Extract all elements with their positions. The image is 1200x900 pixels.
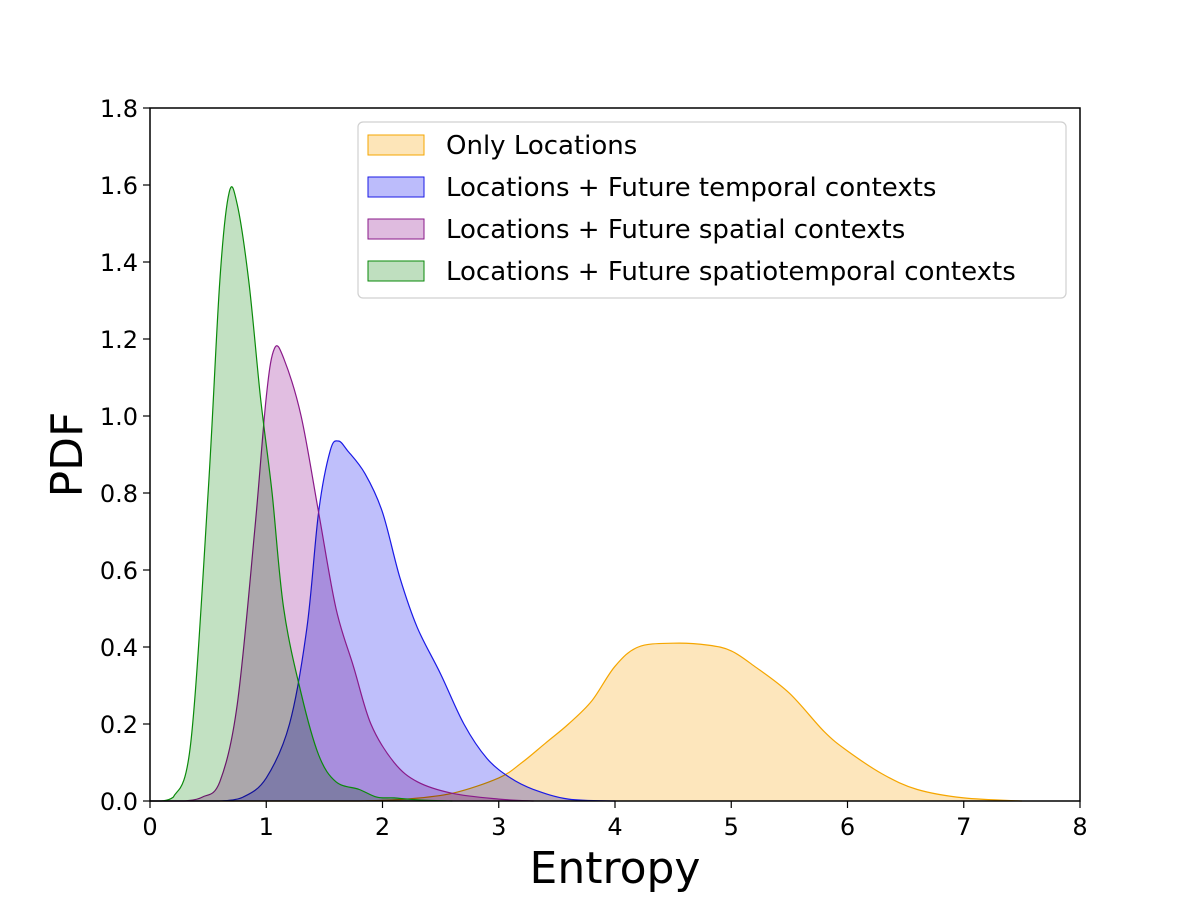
- series-area-1: [150, 440, 1080, 801]
- x-axis-label: Entropy: [530, 843, 701, 894]
- x-tick-label: 3: [491, 813, 506, 841]
- legend-label-2: Locations + Future spatial contexts: [446, 215, 905, 245]
- x-axis: 0 1 2 3 4 5 6 7 8: [142, 801, 1088, 841]
- legend-box: [357, 121, 1067, 299]
- y-tick-label: 1.2: [100, 326, 138, 354]
- x-tick-label: 7: [956, 813, 971, 841]
- legend-swatch-0: [367, 134, 425, 156]
- y-axis: 0.0 0.2 0.4 0.6 0.8 1.0 1.2 1.4 1.6 1.8: [100, 95, 150, 816]
- x-tick-label: 5: [724, 813, 739, 841]
- legend-label-1: Locations + Future temporal contexts: [446, 173, 936, 203]
- y-axis-label: PDF: [42, 412, 93, 498]
- series-area-0: [150, 643, 1080, 801]
- y-tick-label: 0.6: [100, 557, 138, 585]
- legend-label-3: Locations + Future spatiotemporal contex…: [446, 257, 1016, 287]
- series-line-3: [161, 186, 453, 802]
- x-tick-label: 0: [142, 813, 157, 841]
- y-tick-label: 0.0: [100, 788, 138, 816]
- x-tick-label: 8: [1072, 813, 1087, 841]
- series-line-0: [359, 642, 1022, 802]
- series-area-3: [150, 186, 1080, 801]
- x-tick-label: 4: [607, 813, 622, 841]
- legend-label-0: Only Locations: [446, 131, 637, 161]
- x-tick-label: 6: [840, 813, 855, 841]
- y-tick-label: 1.0: [100, 403, 138, 431]
- legend-swatch-1: [367, 176, 425, 198]
- x-tick-label: 2: [375, 813, 390, 841]
- x-tick-label: 1: [259, 813, 274, 841]
- y-tick-label: 1.8: [100, 95, 138, 123]
- y-tick-label: 1.6: [100, 172, 138, 200]
- y-tick-label: 1.4: [100, 249, 138, 277]
- legend: Only Locations Locations + Future tempora…: [357, 121, 1067, 299]
- y-tick-label: 0.4: [100, 634, 138, 662]
- legend-swatch-3: [367, 260, 425, 282]
- legend-swatch-2: [367, 218, 425, 240]
- y-tick-label: 0.8: [100, 480, 138, 508]
- y-tick-label: 0.2: [100, 711, 138, 739]
